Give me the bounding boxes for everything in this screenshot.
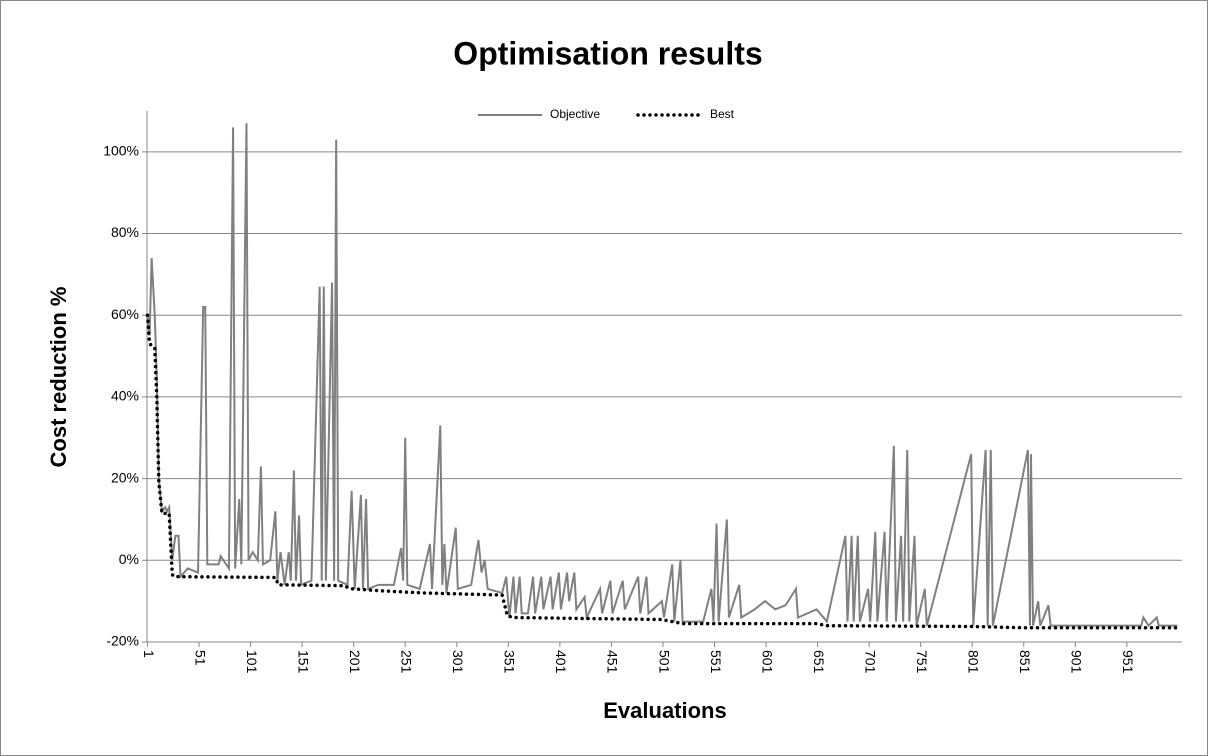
x-tick-label: 801 [966, 650, 982, 674]
y-tick-label: 100% [103, 143, 139, 159]
x-tick-label: 151 [295, 650, 311, 674]
x-axis-title: Evaluations [603, 698, 726, 723]
x-tick-label: 651 [811, 650, 827, 674]
x-tick-label: 501 [656, 650, 672, 674]
x-tick-label: 251 [399, 650, 415, 674]
x-tick-label: 951 [1120, 650, 1136, 674]
y-tick-label: 60% [111, 306, 139, 322]
x-tick-label: 301 [450, 650, 466, 674]
y-tick-label: 40% [111, 388, 139, 404]
y-tick-label: 80% [111, 224, 139, 240]
x-tick-label: 701 [862, 650, 878, 674]
legend-label: Best [710, 107, 735, 121]
y-tick-label: 0% [119, 551, 139, 567]
x-tick-label: 1 [141, 650, 157, 658]
x-tick-label: 751 [914, 650, 930, 674]
y-tick-label: 20% [111, 469, 139, 485]
x-tick-label: 101 [244, 650, 260, 674]
x-tick-label: 901 [1069, 650, 1085, 674]
line-series [145, 313, 1180, 630]
x-tick-label: 601 [759, 650, 775, 674]
line-series [146, 123, 1178, 628]
legend-label: Objective [550, 107, 600, 121]
x-tick-label: 51 [192, 650, 208, 666]
y-axis-title: Cost reduction % [46, 287, 71, 468]
x-tick-label: 451 [605, 650, 621, 674]
x-tick-label: 351 [502, 650, 518, 674]
y-tick-label: -20% [106, 633, 139, 649]
x-tick-label: 201 [347, 650, 363, 674]
x-tick-label: 401 [553, 650, 569, 674]
x-tick-label: 851 [1017, 650, 1033, 674]
chart-title: Optimisation results [453, 35, 762, 71]
x-tick-label: 551 [708, 650, 724, 674]
